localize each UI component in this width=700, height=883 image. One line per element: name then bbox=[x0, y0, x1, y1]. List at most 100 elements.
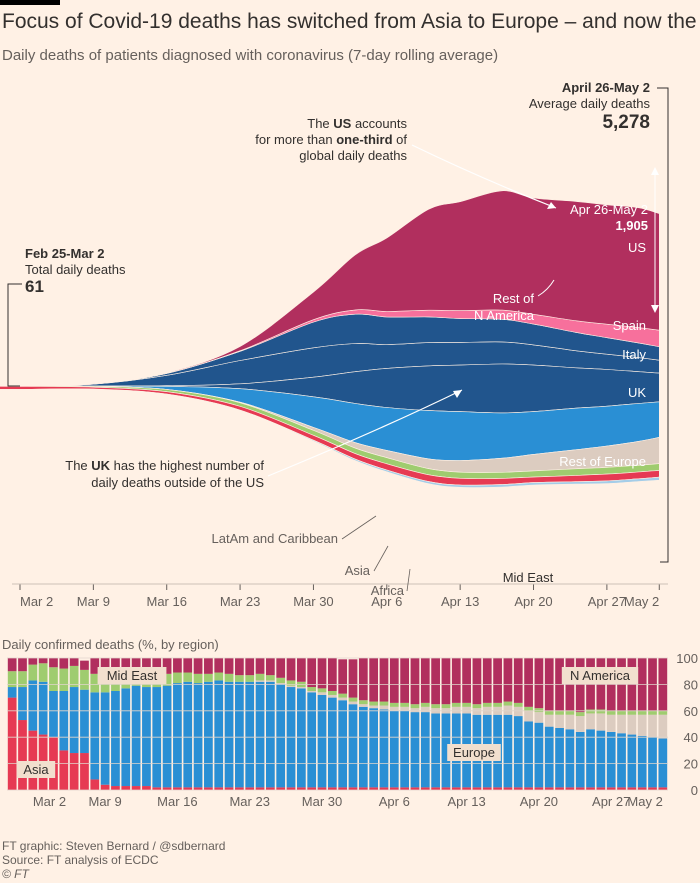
bar-segment-n-america bbox=[317, 658, 327, 689]
bar-segment-latam-and-caribbean bbox=[348, 701, 358, 705]
bar-segment-asia bbox=[389, 787, 399, 790]
bar-segment-latam-and-caribbean bbox=[462, 706, 471, 714]
bar-segment-asia bbox=[327, 787, 337, 790]
bar-segment-asia bbox=[162, 787, 172, 790]
bar-segment-n-america bbox=[379, 658, 389, 702]
bar-segment-latam-and-caribbean bbox=[575, 716, 585, 732]
bar-segment-latam-and-caribbean bbox=[617, 714, 626, 734]
bar-segment-asia bbox=[369, 787, 379, 790]
y-tick-label: 40 bbox=[684, 730, 698, 745]
bar-segment-mid-east bbox=[524, 706, 533, 711]
bar-segment-n-america bbox=[152, 658, 162, 676]
credit-copyright: © FT bbox=[2, 867, 29, 881]
x-tick-label: Apr 20 bbox=[514, 594, 552, 609]
bar-segment-asia bbox=[80, 753, 89, 790]
bar-segment-n-america bbox=[204, 658, 213, 674]
bar-segment-latam-and-caribbean bbox=[627, 714, 637, 735]
region-label-box bbox=[16, 761, 56, 778]
anno-left-value: 61 bbox=[25, 277, 44, 296]
bar-segment-asia bbox=[596, 787, 606, 790]
bar-segment-n-america bbox=[214, 658, 224, 673]
bar-x-tick-label: Apr 27 bbox=[592, 794, 630, 809]
bar-segment-mid-east bbox=[379, 701, 389, 706]
bar-segment-europe bbox=[565, 729, 575, 788]
bar-segment-europe bbox=[503, 714, 513, 788]
bar-segment-europe bbox=[131, 685, 141, 787]
series-label: Rest of bbox=[493, 291, 535, 306]
stacked-bar-chart: 100 80 60 40 20 0 Mar 2 Mar 9 Mar 16 Mar 23 Mar 30… bbox=[7, 651, 698, 809]
bar-segment-mid-east bbox=[462, 702, 471, 707]
bar-segment-asia bbox=[658, 787, 668, 790]
bar-segment-europe bbox=[379, 709, 389, 788]
bar-segment-n-america bbox=[131, 658, 141, 673]
bar-segment-europe bbox=[162, 685, 172, 788]
bar-segment-mid-east bbox=[276, 677, 286, 684]
bar-segment-n-america bbox=[121, 658, 131, 674]
bar-segment-europe bbox=[575, 731, 585, 788]
bar-segment-latam-and-caribbean bbox=[307, 691, 317, 693]
bar-segment-latam-and-caribbean bbox=[586, 713, 595, 730]
bar-segment-asia bbox=[296, 787, 306, 790]
bar-segment-asia bbox=[224, 787, 234, 790]
bar-segment-n-america bbox=[286, 658, 296, 681]
bar-segment-n-america bbox=[524, 658, 533, 707]
bar-segment-mid-east bbox=[28, 664, 38, 681]
bar-segment-mid-east bbox=[534, 708, 544, 713]
leader-line bbox=[537, 279, 555, 297]
bar-segment-europe bbox=[534, 722, 544, 788]
bar-segment-europe bbox=[648, 737, 657, 788]
bar-segment-latam-and-caribbean bbox=[286, 685, 296, 688]
bar-segment-n-america bbox=[183, 658, 193, 673]
y-tick-label: 20 bbox=[684, 757, 698, 772]
bar-segment-europe bbox=[348, 704, 358, 788]
bar-x-tick-label: Apr 13 bbox=[447, 794, 485, 809]
series-label: LatAm and Caribbean bbox=[212, 531, 338, 546]
bar-segment-mid-east bbox=[327, 691, 337, 695]
anno-us-line-1: for more than one-third of bbox=[255, 132, 407, 147]
bar-segment-mid-east bbox=[317, 688, 327, 693]
y-tick-label: 60 bbox=[684, 704, 698, 719]
bar-segment-europe bbox=[90, 692, 100, 780]
bar-segment-latam-and-caribbean bbox=[451, 706, 461, 714]
bar-segment-europe bbox=[193, 683, 203, 788]
bar-segment-europe bbox=[245, 681, 255, 788]
bar-segment-mid-east bbox=[358, 700, 368, 705]
bar-segment-mid-east bbox=[266, 675, 275, 681]
bar-segment-mid-east bbox=[451, 702, 461, 707]
bar-segment-europe bbox=[142, 687, 151, 787]
bar-segment-n-america bbox=[534, 658, 544, 709]
bar-segment-europe bbox=[441, 713, 451, 788]
bar-segment-n-america bbox=[441, 658, 451, 705]
bar-segment-asia bbox=[627, 787, 637, 790]
region-label: Mid East bbox=[107, 668, 158, 683]
bar-segment-mid-east bbox=[235, 675, 244, 682]
bar-segment-europe bbox=[544, 726, 554, 788]
bar-segment-europe bbox=[173, 683, 182, 788]
bar-segment-mid-east bbox=[400, 702, 409, 707]
bar-segment-europe bbox=[296, 688, 306, 788]
region-label-box bbox=[561, 667, 639, 684]
bar-segment-europe bbox=[358, 706, 368, 788]
bar-segment-mid-east bbox=[245, 675, 255, 682]
bar-segment-europe bbox=[49, 691, 58, 738]
bar-segment-europe bbox=[307, 692, 317, 788]
bar-segment-europe bbox=[317, 694, 327, 788]
bar-segment-n-america bbox=[245, 658, 255, 676]
bar-segment-n-america bbox=[348, 659, 358, 698]
x-tick-label: Apr 27 bbox=[588, 594, 626, 609]
bar-segment-europe bbox=[410, 712, 420, 788]
bar-segment-asia bbox=[18, 720, 27, 790]
bar-segment-europe bbox=[235, 681, 244, 788]
bar-segment-latam-and-caribbean bbox=[513, 706, 523, 717]
series-label: US bbox=[628, 240, 646, 255]
bar-segment-asia bbox=[400, 787, 409, 790]
bar-segment-mid-east bbox=[606, 710, 616, 715]
bar-segment-mid-east bbox=[389, 702, 399, 707]
anno-us-line-2: global daily deaths bbox=[299, 148, 407, 163]
bar-segment-asia bbox=[534, 787, 544, 790]
bar-x-tick-label: Mar 16 bbox=[157, 794, 197, 809]
bar-segment-asia bbox=[524, 787, 533, 790]
bar-segment-n-america bbox=[503, 658, 513, 702]
bar-segment-n-america bbox=[224, 658, 234, 674]
